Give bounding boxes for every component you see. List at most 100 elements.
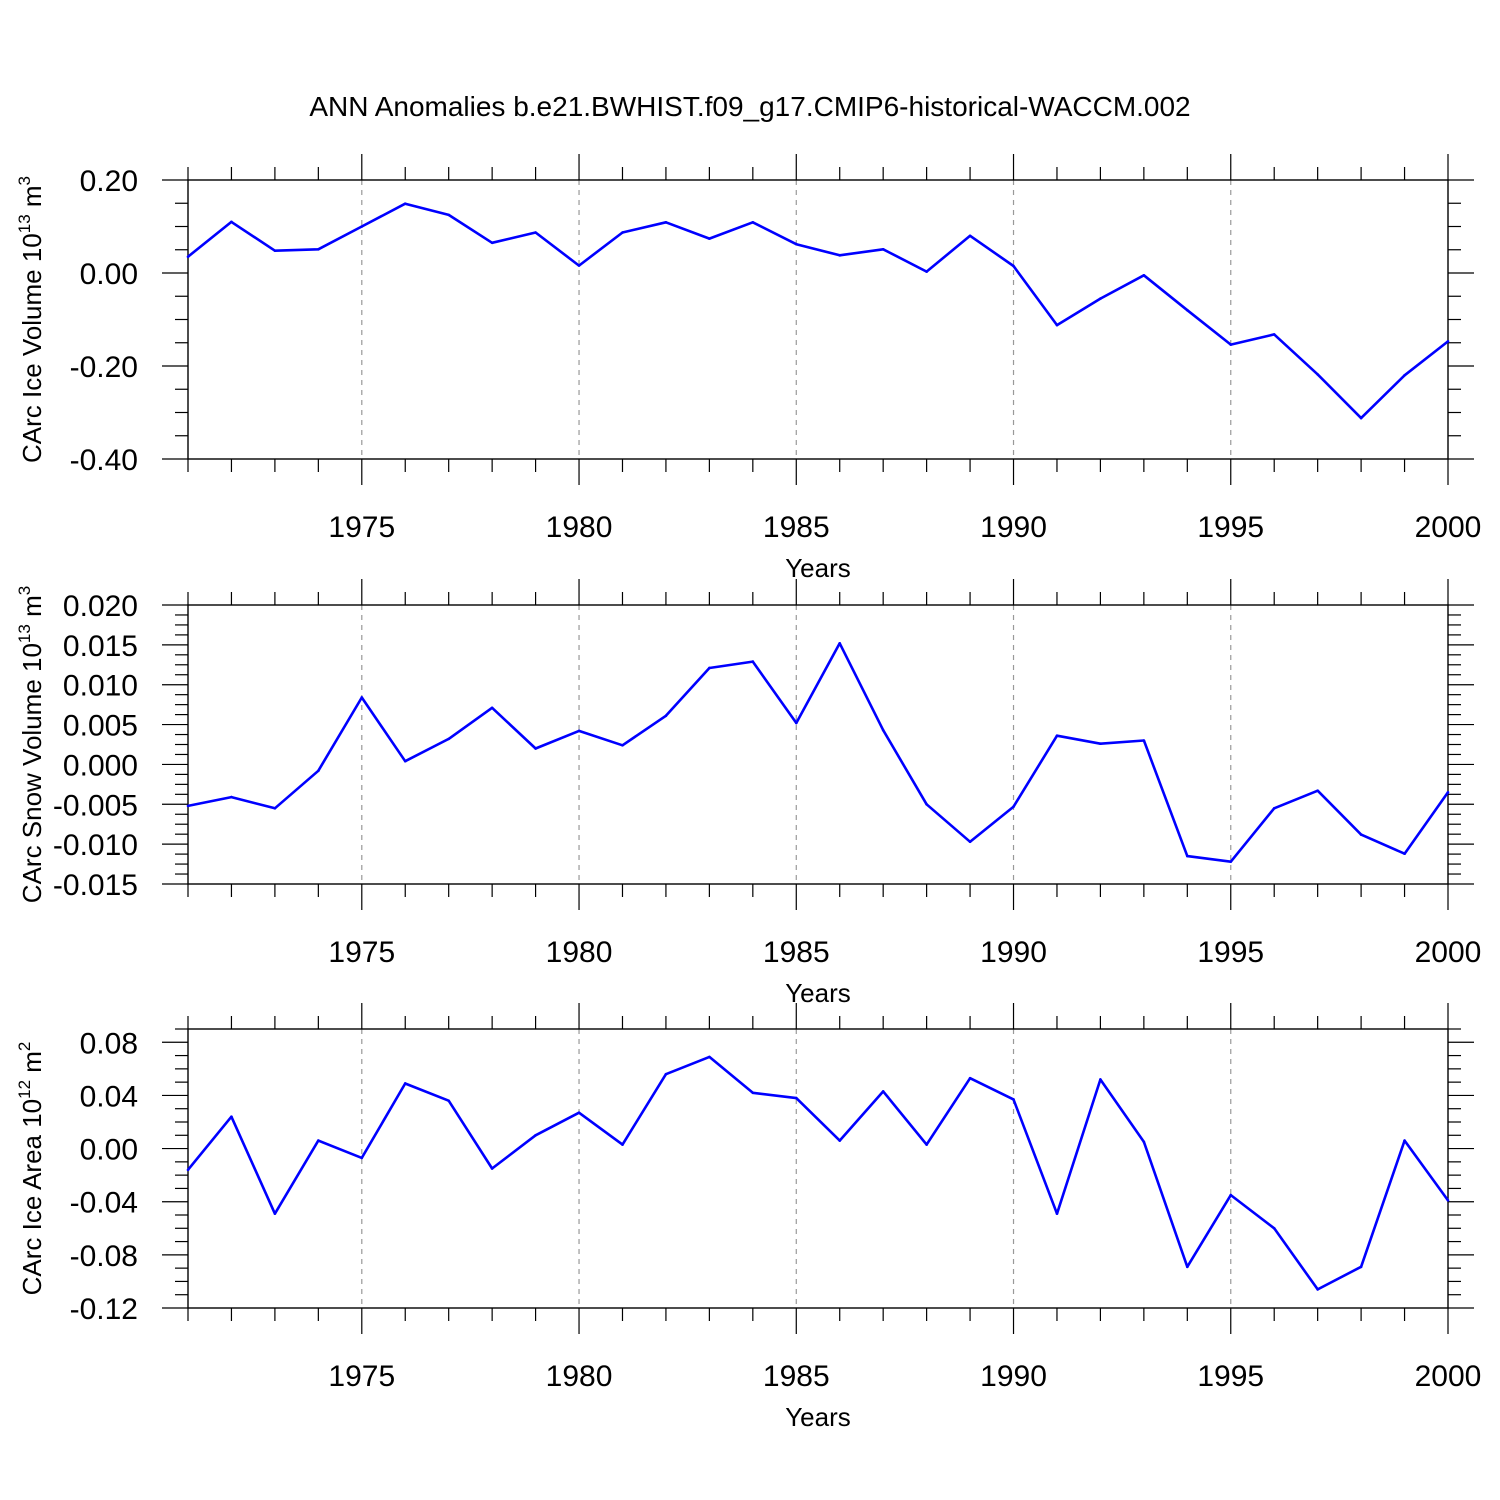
series-line: [187, 202, 1449, 420]
x-tick-label: 1985: [763, 511, 830, 544]
data-point: [273, 249, 277, 252]
y-tick-label: 0.04: [80, 1080, 138, 1113]
data-point: [1055, 1212, 1059, 1215]
data-point: [1359, 833, 1363, 836]
data-point: [664, 1072, 668, 1076]
y-axis-label: CArc Snow Volume 1013 m3: [15, 586, 47, 903]
x-tick-label: 1975: [328, 936, 395, 969]
data-point: [925, 1143, 928, 1146]
data-point: [968, 840, 972, 844]
data-point: [1316, 789, 1319, 793]
data-point: [1142, 274, 1146, 277]
data-point: [317, 769, 320, 773]
data-point: [664, 221, 668, 224]
data-point: [664, 714, 668, 718]
data-point: [230, 795, 233, 799]
data-point: [577, 1111, 581, 1114]
data-point: [403, 202, 407, 206]
x-tick-label: 2000: [1415, 1360, 1482, 1393]
chart-panel-2: 0.020 0.015 0.010 0.005 0.000 -0.005 -0.010 -0.…: [15, 579, 1481, 1008]
y-tick-label: -0.08: [70, 1240, 138, 1273]
x-tick-label: 1975: [328, 511, 395, 544]
y-tick-label: -0.12: [70, 1293, 138, 1326]
data-point: [273, 1212, 277, 1215]
data-point: [838, 641, 842, 645]
data-point: [621, 743, 624, 747]
data-point: [1012, 1098, 1015, 1101]
data-point: [838, 254, 842, 257]
x-tick-label: 1975: [328, 1360, 395, 1393]
data-point: [1142, 739, 1146, 742]
x-tick-label: 1980: [546, 1360, 613, 1393]
data-point: [534, 231, 537, 234]
data-point: [708, 666, 711, 670]
data-point: [968, 234, 972, 238]
data-point: [360, 225, 364, 228]
y-tick-label: 0.020: [63, 590, 138, 623]
plot-frame: [187, 604, 1449, 885]
data-point: [1099, 742, 1102, 746]
data-point: [1229, 343, 1233, 346]
data-point: [447, 213, 450, 217]
y-tick-label: 0.010: [63, 670, 138, 703]
data-point: [186, 1168, 190, 1172]
data-point: [1446, 1199, 1450, 1202]
y-tick-label: -0.005: [53, 789, 138, 822]
x-tick-label: 1980: [546, 936, 613, 969]
data-point: [447, 1099, 450, 1103]
y-tick-label: -0.04: [70, 1187, 138, 1220]
data-point: [1186, 1265, 1189, 1269]
data-point: [881, 728, 885, 732]
series-line: [186, 1055, 1450, 1291]
y-tick-label: 0.00: [80, 258, 138, 291]
x-tick-label: 1985: [763, 936, 830, 969]
data-point: [1099, 1078, 1102, 1081]
data-point: [1359, 416, 1363, 420]
x-tick-label: 1990: [980, 1360, 1047, 1393]
data-point: [794, 242, 798, 246]
data-point: [577, 264, 581, 267]
data-point: [490, 1167, 494, 1170]
x-tick-label: 1990: [980, 936, 1047, 969]
data-point: [1229, 860, 1233, 863]
x-axis-label: Years: [785, 1402, 851, 1432]
y-tick-label: -0.015: [53, 869, 138, 902]
x-tick-label: 1990: [980, 511, 1047, 544]
data-point: [1272, 1226, 1276, 1230]
data-point: [1316, 1288, 1319, 1291]
data-point: [403, 1082, 407, 1085]
x-tick-label: 2000: [1415, 936, 1482, 969]
data-point: [838, 1139, 842, 1142]
data-point: [1403, 1139, 1406, 1142]
data-point: [968, 1076, 972, 1080]
data-point: [794, 1096, 798, 1100]
data-point: [1446, 340, 1450, 343]
data-point: [1403, 852, 1406, 856]
data-point: [1229, 1193, 1233, 1197]
data-point: [881, 1090, 885, 1093]
y-tick-label: -0.40: [70, 444, 138, 477]
data-point: [273, 806, 277, 810]
data-point: [490, 241, 494, 245]
data-point: [230, 1115, 233, 1118]
x-axis-label: Years: [785, 978, 851, 1008]
data-point: [1099, 297, 1102, 300]
panels: 0.20 0.00 -0.20 -0.40 1975 1980 1985 1990 1995 20…: [15, 154, 1481, 1432]
data-point: [490, 706, 494, 710]
data-point: [1359, 1265, 1363, 1269]
data-point: [534, 1133, 537, 1137]
data-point: [794, 721, 798, 725]
data-point: [708, 1055, 711, 1059]
x-tick-label: 1995: [1197, 511, 1264, 544]
data-point: [1316, 373, 1319, 376]
data-point: [1055, 734, 1059, 738]
y-tick-label: -0.010: [53, 829, 138, 862]
plot-frame: [187, 1028, 1449, 1309]
y-axis-label: CArc Ice Area 1012 m2: [15, 1042, 47, 1296]
data-point: [925, 802, 928, 806]
data-point: [577, 729, 581, 733]
data-point: [925, 270, 928, 273]
chart-panel-1: 0.20 0.00 -0.20 -0.40 1975 1980 1985 1990 1995 20…: [15, 154, 1481, 583]
data-point: [447, 737, 450, 741]
